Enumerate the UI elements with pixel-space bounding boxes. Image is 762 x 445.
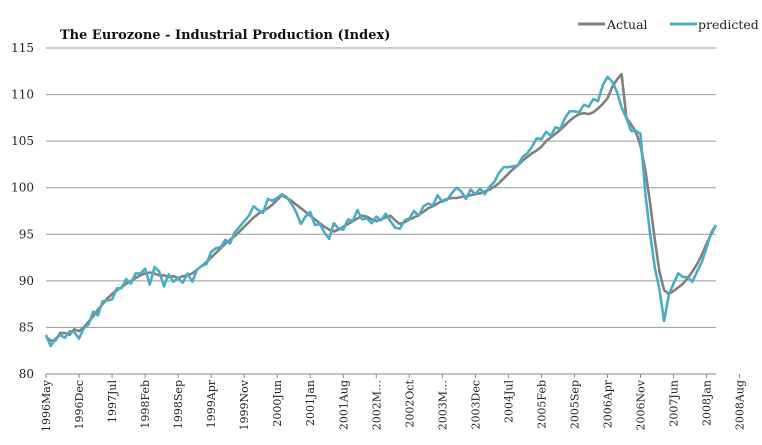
x-tick-label: 2007Jun [668, 380, 681, 427]
y-tick-label: 100 [11, 181, 34, 195]
x-tick-label: 2004Jul [502, 380, 515, 423]
x-tick-label: 1998Feb [139, 380, 152, 429]
y-tick-label: 115 [11, 41, 34, 55]
x-tick-label: 2003Dec [469, 380, 482, 429]
y-tick-label: 110 [11, 88, 34, 102]
x-tick-label: 1996May [40, 379, 53, 432]
x-tick-label: 2008Aug [734, 380, 747, 430]
x-tick-label: 1999Nov [238, 379, 251, 430]
series-lines [44, 72, 718, 348]
x-tick-label: 2003M… [436, 380, 449, 430]
x-tick-label: 2002M… [370, 380, 383, 430]
x-tick-label: 2008Jan [701, 380, 714, 426]
y-tick-label: 80 [19, 367, 34, 381]
x-tick-label: 1997Jul [106, 380, 119, 423]
legend-label-predicted: predicted [698, 17, 759, 32]
x-tick-label: 2001Jan [304, 380, 317, 426]
x-tick-label: 1999Apr [205, 379, 218, 428]
y-tick-label: 105 [11, 134, 34, 148]
x-tick-label: 2005Feb [535, 380, 548, 429]
gridlines [46, 47, 716, 328]
legend: Actual predicted [578, 17, 759, 32]
x-tick-label: 2002Oct [403, 379, 416, 427]
y-tick-label: 95 [19, 227, 34, 241]
x-tick-label: 2001Aug [337, 380, 350, 430]
x-tick-label: 1998Sep [172, 380, 185, 429]
x-axis-ticks: 1996May 1996Dec 1997Jul 1998Feb 1998Sep 1999A… [40, 374, 747, 432]
series-line-predicted [44, 75, 718, 348]
legend-label-actual: Actual [606, 17, 648, 32]
x-tick-label: 1996Dec [73, 380, 86, 429]
x-tick-label: 2000Jun [271, 380, 284, 427]
x-tick-label: 2006Nov [635, 379, 648, 430]
series-line-actual [45, 72, 718, 342]
y-axis-ticks: 80 85 90 95 100 105 110 115 [11, 41, 34, 381]
x-tick-label: 2005Sep [568, 380, 581, 429]
chart-title: The Eurozone - Industrial Production (In… [60, 28, 390, 43]
y-tick-label: 90 [19, 274, 34, 288]
x-tick-label: 2006Apr [601, 379, 614, 428]
y-tick-label: 85 [19, 320, 34, 334]
